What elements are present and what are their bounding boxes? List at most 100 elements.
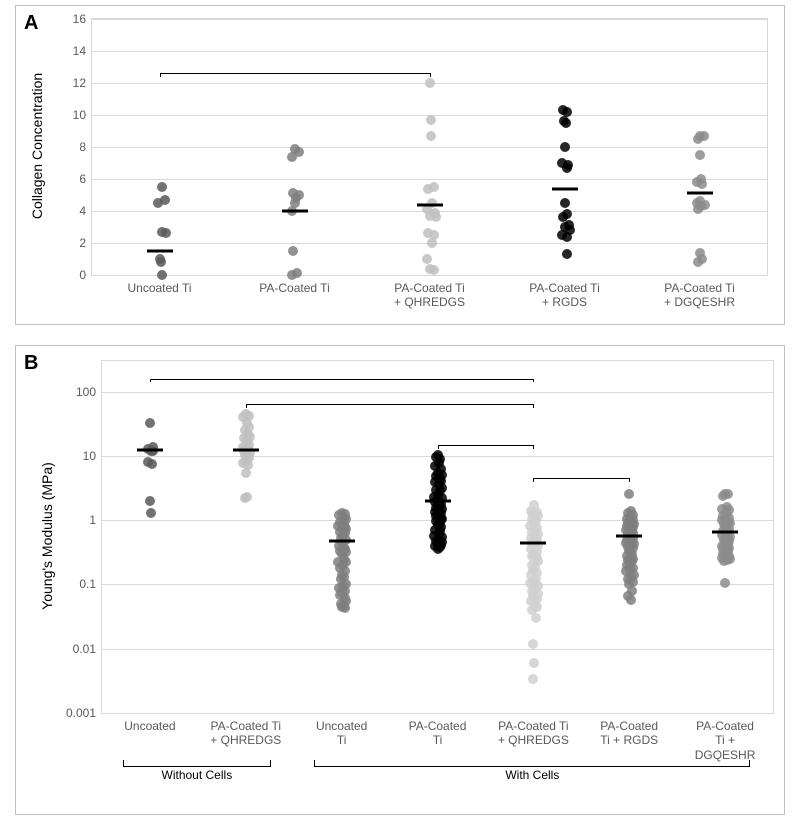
data-point: [422, 254, 432, 264]
panel-B: B0.0010.010.1110100UncoatedPA-Coated Ti …: [15, 345, 785, 815]
data-point: [161, 228, 171, 238]
data-point: [531, 613, 541, 623]
y-tick: 0.1: [79, 577, 102, 591]
median-bar: [417, 203, 443, 206]
y-tick: 10: [73, 108, 92, 122]
data-point: [562, 163, 572, 173]
median-bar: [233, 449, 259, 452]
y-tick: 4: [79, 204, 92, 218]
data-point: [560, 198, 570, 208]
data-point: [693, 134, 703, 144]
gridline: [102, 584, 773, 585]
data-point: [427, 238, 437, 248]
median-bar: [425, 499, 451, 502]
median-bar: [147, 250, 173, 253]
data-point: [156, 257, 166, 267]
data-point: [562, 249, 572, 259]
significance-tick: [533, 445, 534, 449]
data-point: [528, 674, 538, 684]
data-point: [287, 152, 297, 162]
data-point: [561, 118, 571, 128]
panel-label: A: [24, 12, 38, 35]
x-tick-label: PA-Coated Ti + QHREDGS: [210, 713, 281, 748]
median-bar: [282, 210, 308, 213]
data-point: [626, 595, 636, 605]
median-bar: [520, 542, 546, 545]
median-bar: [712, 530, 738, 533]
y-tick: 10: [83, 449, 102, 463]
significance-bar: [150, 379, 533, 380]
group-bracket: With Cells: [314, 766, 750, 788]
y-tick: 8: [79, 140, 92, 154]
data-point: [529, 658, 539, 668]
data-point: [718, 491, 728, 501]
x-tick-label: Uncoated Ti: [316, 713, 367, 748]
significance-tick: [533, 478, 534, 482]
data-point: [423, 184, 433, 194]
y-tick: 0: [79, 268, 92, 282]
significance-tick: [150, 379, 151, 383]
data-point: [146, 508, 156, 518]
y-axis-title: Collagen Concentration: [29, 73, 45, 219]
x-tick-label: PA-Coated Ti: [409, 713, 467, 748]
significance-tick: [160, 73, 161, 77]
data-point: [147, 459, 157, 469]
significance-tick: [533, 379, 534, 383]
panel-A: A 0246810121416Uncoated TiPA-Coated TiPA-…: [15, 5, 785, 325]
median-bar: [687, 192, 713, 195]
significance-bar: [533, 478, 629, 479]
y-tick: 14: [73, 44, 92, 58]
y-axis-title: Young's Modulus (MPa): [39, 462, 55, 610]
data-point: [429, 265, 439, 275]
significance-tick: [629, 478, 630, 482]
y-tick: 2: [79, 236, 92, 250]
data-point: [562, 107, 572, 117]
data-point: [562, 232, 572, 242]
data-point: [240, 493, 250, 503]
y-tick: 6: [79, 172, 92, 186]
gridline: [92, 19, 767, 20]
data-point: [433, 544, 443, 554]
gridline: [102, 649, 773, 650]
y-tick: 16: [73, 12, 92, 26]
significance-tick: [246, 404, 247, 408]
gridline: [102, 392, 773, 393]
gridline: [92, 147, 767, 148]
data-point: [528, 639, 538, 649]
data-point: [340, 603, 350, 613]
median-bar: [329, 539, 355, 542]
group-bracket-label: With Cells: [505, 768, 559, 782]
data-point: [695, 150, 705, 160]
x-tick-label: PA-Coated Ti: [259, 275, 329, 295]
significance-tick: [533, 404, 534, 408]
data-point: [720, 578, 730, 588]
data-point: [153, 198, 163, 208]
x-tick-label: PA-Coated Ti + QHREDGS: [394, 275, 465, 310]
panel-label: B: [24, 352, 38, 375]
x-tick-label: PA-Coated Ti + DGQESHR: [664, 275, 735, 310]
figure-wrapper: A0246810121416Uncoated TiPA-Coated TiPA-…: [0, 0, 800, 824]
median-bar: [616, 534, 642, 537]
data-point: [241, 468, 251, 478]
x-tick-label: Uncoated: [124, 713, 175, 733]
data-point: [288, 246, 298, 256]
data-point: [426, 131, 436, 141]
y-tick: 12: [73, 76, 92, 90]
plot-area: 0246810121416Uncoated TiPA-Coated TiPA-C…: [91, 18, 768, 276]
data-point: [719, 556, 729, 566]
data-point: [145, 496, 155, 506]
data-point: [145, 418, 155, 428]
data-point: [431, 212, 441, 222]
significance-tick: [430, 73, 431, 77]
data-point: [560, 142, 570, 152]
data-point: [697, 179, 707, 189]
significance-bar: [438, 445, 534, 446]
data-point: [157, 182, 167, 192]
gridline: [92, 179, 767, 180]
y-tick: 1: [89, 513, 102, 527]
y-tick: 0.01: [73, 642, 102, 656]
median-bar: [552, 187, 578, 190]
x-tick-label: PA-Coated Ti + RGDS: [600, 713, 658, 748]
significance-bar: [246, 404, 534, 405]
data-point: [693, 204, 703, 214]
